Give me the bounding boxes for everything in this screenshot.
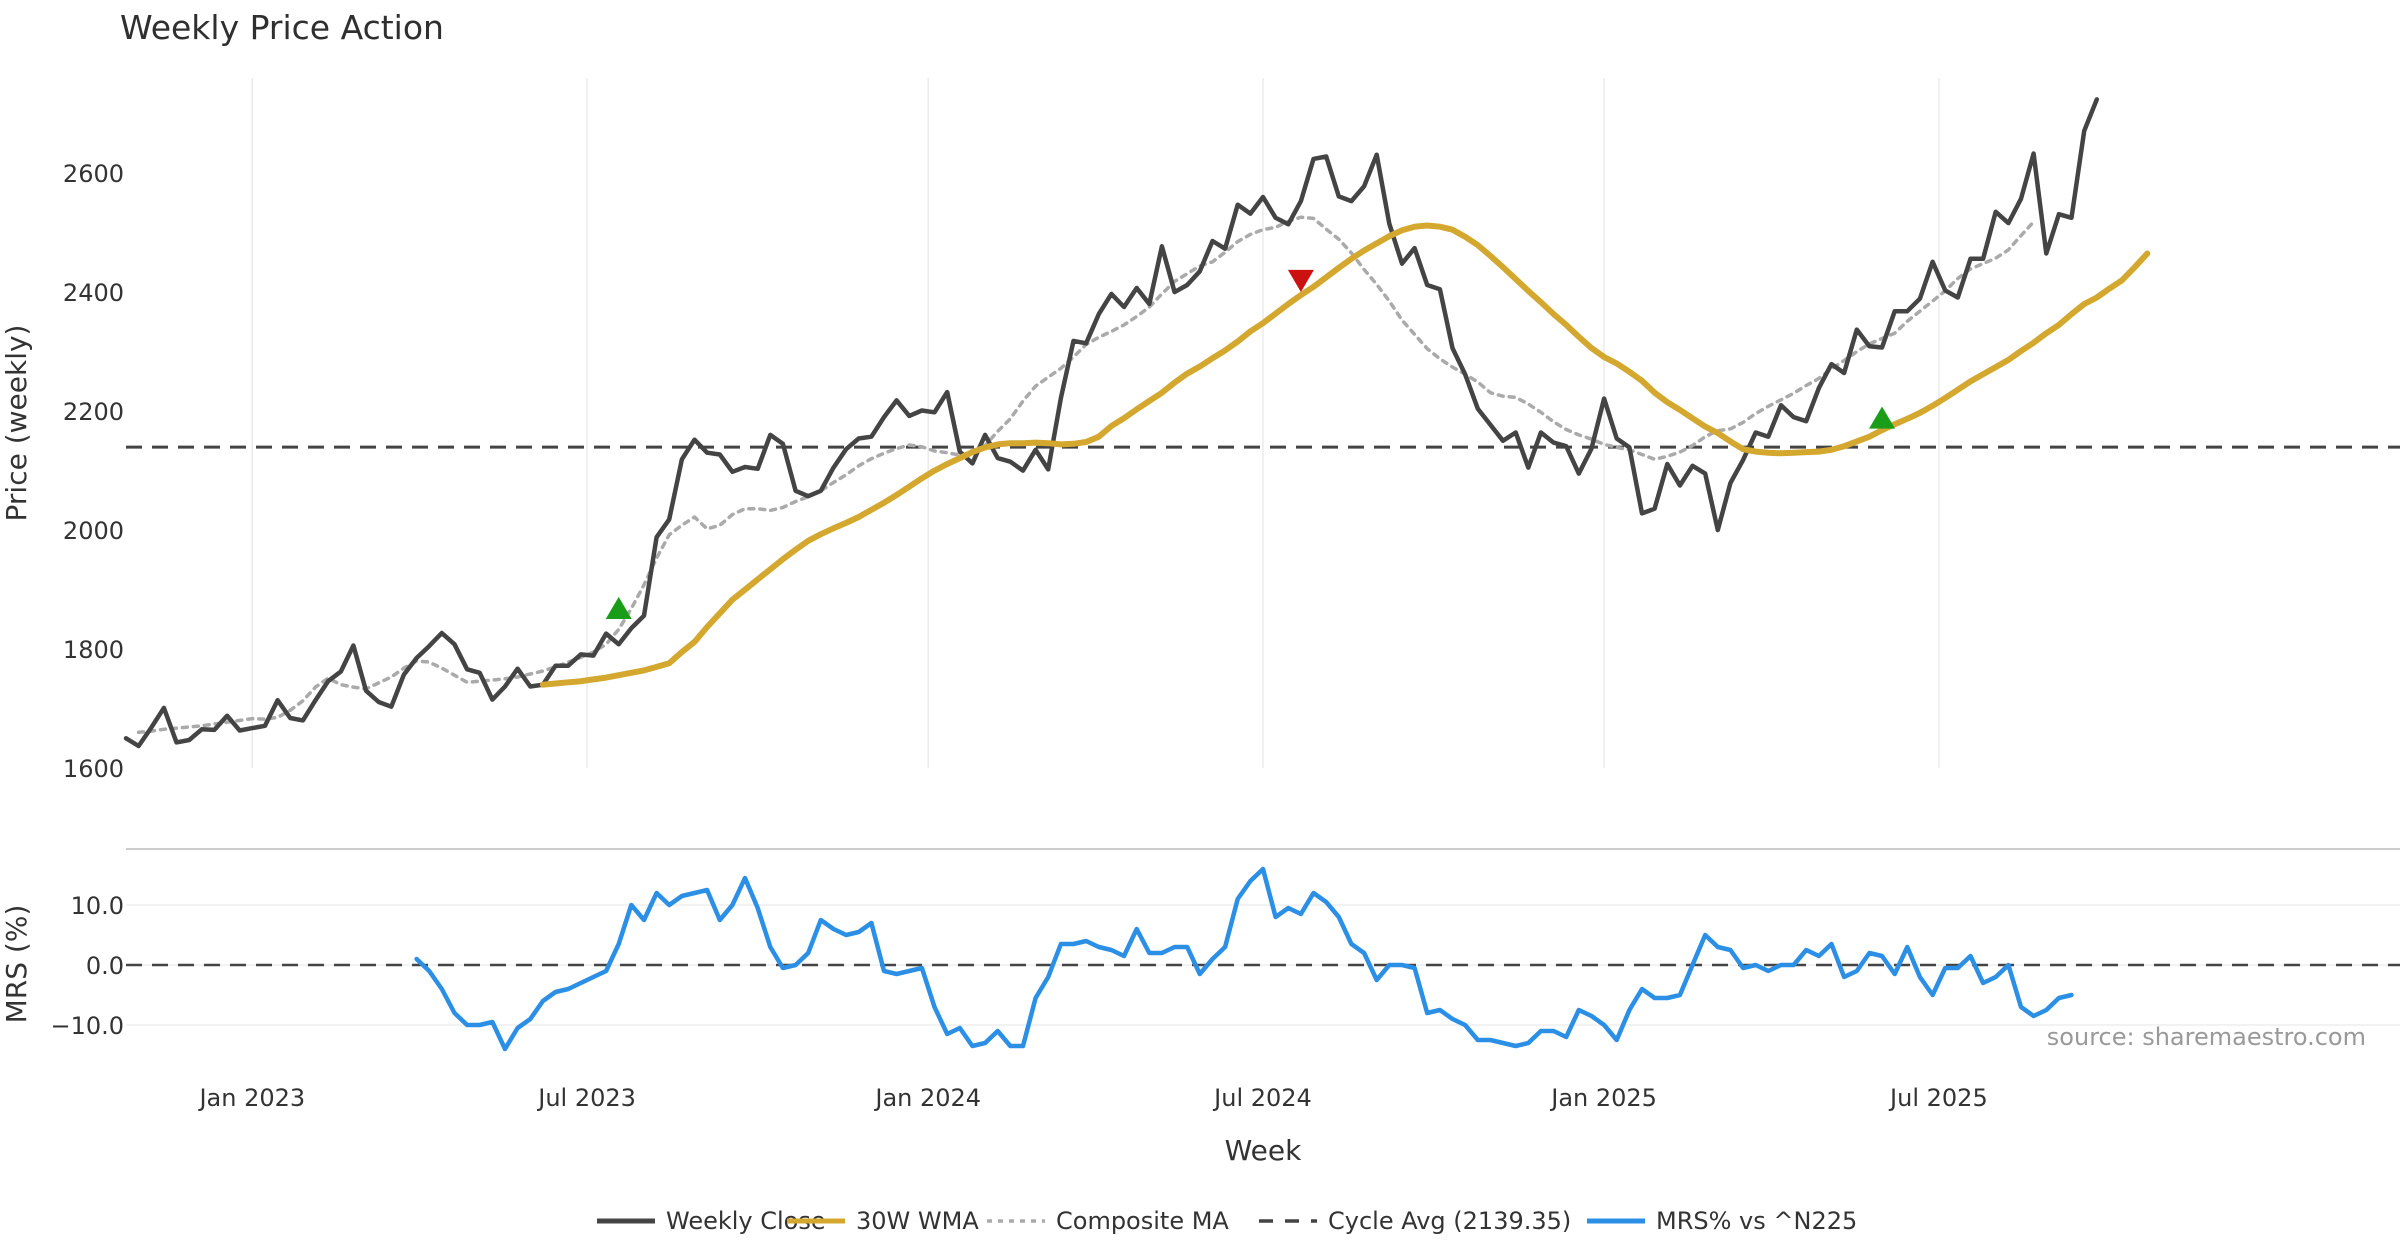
series-line-mrs-vs-n225 — [414, 866, 2074, 1052]
x-tick-jul-2023: Jul 2023 — [536, 1084, 636, 1112]
legend-label-cycle-avg-2139-35: Cycle Avg (2139.35) — [1328, 1207, 1571, 1235]
mrs-panel: 10.0 0.0 −10.0 MRS (%) — [0, 866, 2400, 1052]
price-series-group — [123, 97, 2151, 749]
x-tick-jan-2024: Jan 2024 — [873, 1084, 981, 1112]
mrs-y-ticks: 10.0 0.0 −10.0 — [50, 892, 124, 1040]
price-y-tick-1600: 1600 — [63, 755, 124, 783]
price-y-tick-1800: 1800 — [63, 636, 124, 664]
price-grid — [251, 78, 1940, 768]
mrs-y-tick-10-0: 10.0 — [71, 892, 124, 920]
price-y-axis-title: Price (weekly) — [0, 325, 33, 522]
x-axis-title: Week — [1225, 1134, 1302, 1167]
source-note: source: sharemaestro.com — [2047, 1023, 2366, 1051]
x-tick-jan-2023: Jan 2023 — [197, 1084, 305, 1112]
price-panel: 1600 1800 2000 2200 2400 2600 Price (weekly) — [0, 78, 2400, 783]
series-line-30w-wma — [539, 222, 2151, 688]
price-y-tick-2200: 2200 — [63, 398, 124, 426]
legend-label-composite-ma: Composite MA — [1056, 1207, 1229, 1235]
legend-label-mrs-vs-n225: MRS% vs ^N225 — [1656, 1207, 1857, 1235]
legend: Weekly Close 30W WMA Composite MA Cycle Avg… — [597, 1207, 1857, 1235]
x-tick-jul-2024: Jul 2024 — [1212, 1084, 1312, 1112]
legend-label-30w-wma: 30W WMA — [856, 1207, 979, 1235]
x-tick-jul-2025: Jul 2025 — [1888, 1084, 1988, 1112]
price-y-tick-2400: 2400 — [63, 279, 124, 307]
sell-signal-marker-2 — [1287, 269, 1314, 292]
chart-title: Weekly Price Action — [120, 8, 444, 47]
price-y-tick-2600: 2600 — [63, 160, 124, 188]
x-tick-jan-2025: Jan 2025 — [1549, 1084, 1657, 1112]
mrs-y-tick-neg-10-0: −10.0 — [50, 1012, 124, 1040]
buy-signal-marker-3 — [1869, 406, 1896, 429]
mrs-y-tick-0-0: 0.0 — [86, 952, 124, 980]
price-y-tick-2000: 2000 — [63, 517, 124, 545]
mrs-y-axis-title: MRS (%) — [0, 905, 33, 1024]
signal-markers — [605, 269, 1896, 619]
mrs-series-group — [414, 866, 2074, 1052]
x-axis-ticks: Jan 2023 Jul 2023 Jan 2024 Jul 2024 Jan 2025… — [197, 1084, 1987, 1112]
series-line-weekly-close — [123, 97, 2100, 749]
price-y-ticks: 1600 1800 2000 2200 2400 2600 — [63, 160, 124, 783]
buy-signal-marker-1 — [605, 596, 632, 619]
